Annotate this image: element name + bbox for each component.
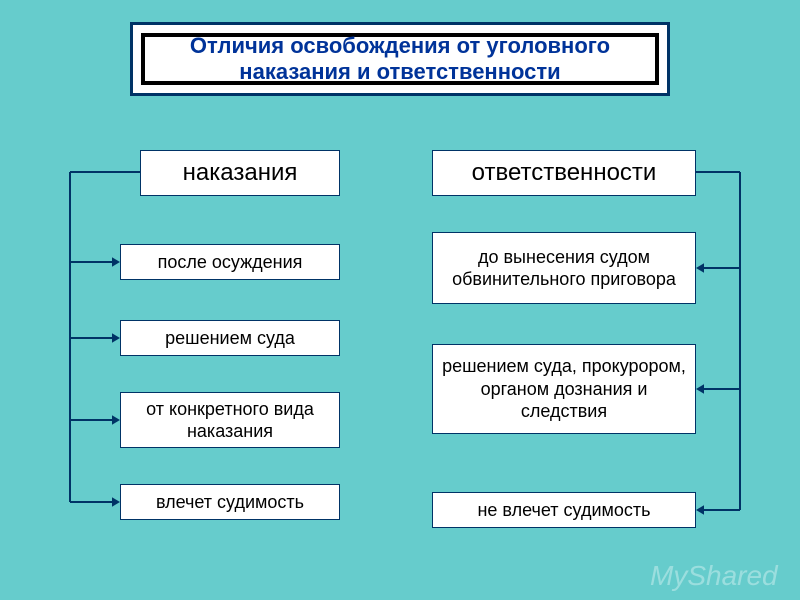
right-item-0: до вынесения судом обвинительного пригов… <box>432 232 696 304</box>
right-item-2: не влечет судимость <box>432 492 696 528</box>
watermark: MyShared <box>650 560 778 592</box>
left-column-header: наказания <box>140 150 340 196</box>
left-item-0: после осуждения <box>120 244 340 280</box>
right-column-header: ответственности <box>432 150 696 196</box>
title-inner: Отличия освобождения от уголовного наказ… <box>141 33 659 85</box>
right-item-1: решением суда, прокурором, органом дозна… <box>432 344 696 434</box>
left-item-1: решением суда <box>120 320 340 356</box>
diagram-canvas: Отличия освобождения от уголовного наказ… <box>0 0 800 600</box>
title-outer: Отличия освобождения от уголовного наказ… <box>130 22 670 96</box>
left-item-2: от конкретного вида наказания <box>120 392 340 448</box>
left-item-3: влечет судимость <box>120 484 340 520</box>
